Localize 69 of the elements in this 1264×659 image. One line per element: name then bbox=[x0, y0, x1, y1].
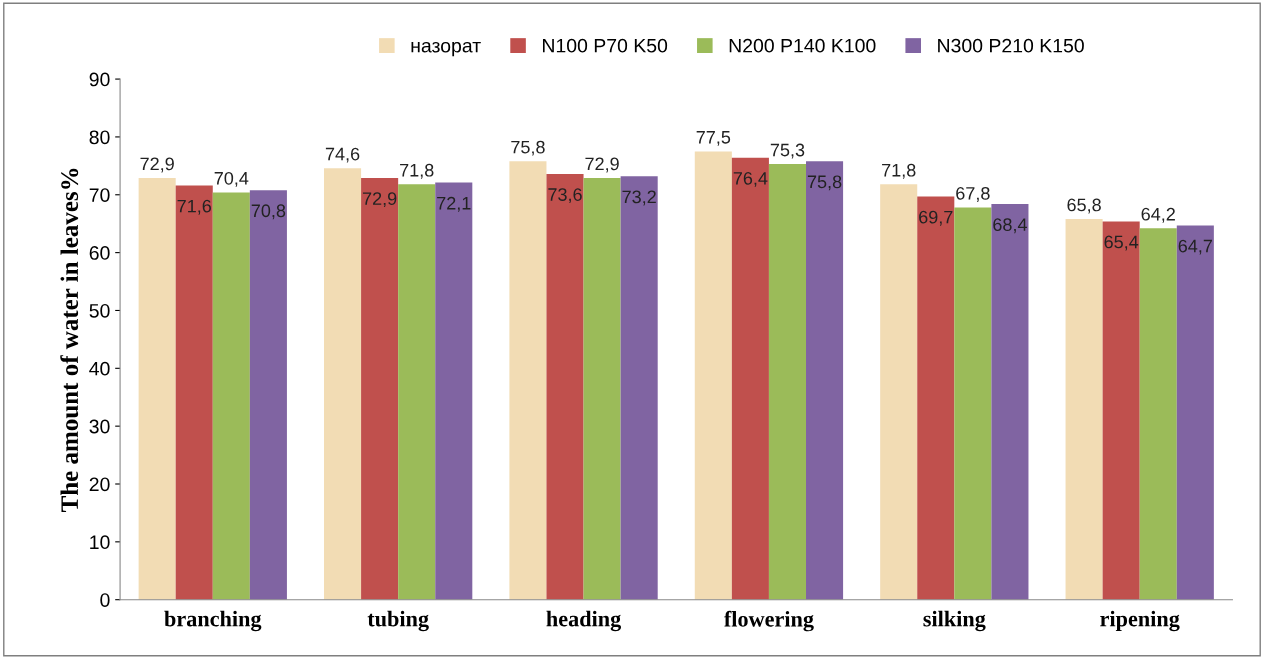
bar bbox=[954, 207, 992, 600]
x-tick-label: flowering bbox=[724, 610, 814, 632]
y-tick-label: 80 bbox=[89, 130, 110, 145]
data-label: 71,8 bbox=[882, 163, 916, 179]
y-tick-label: 30 bbox=[89, 419, 110, 434]
y-tick-label: 20 bbox=[89, 477, 110, 492]
data-label: 64,7 bbox=[1178, 239, 1212, 255]
bar bbox=[694, 151, 732, 600]
y-tick-label: 70 bbox=[89, 188, 110, 203]
data-label: 65,4 bbox=[1104, 235, 1139, 251]
bar bbox=[138, 178, 176, 600]
data-label: 70,4 bbox=[214, 171, 249, 187]
bar bbox=[917, 196, 955, 600]
data-label: 73,6 bbox=[548, 188, 582, 204]
y-tick-label: 60 bbox=[89, 246, 110, 260]
bar bbox=[249, 190, 287, 600]
data-label: 75,8 bbox=[511, 140, 545, 156]
legend-label: N300 P210 K150 bbox=[938, 38, 1084, 53]
data-label: 71,8 bbox=[400, 163, 434, 179]
y-tick-label: 10 bbox=[90, 535, 110, 550]
y-tick-label: 40 bbox=[89, 361, 110, 376]
bar bbox=[768, 164, 807, 600]
x-tick-label: branching bbox=[164, 610, 262, 632]
data-label: 67,8 bbox=[956, 186, 990, 202]
data-label: 72,9 bbox=[362, 192, 397, 208]
bar bbox=[1139, 228, 1177, 600]
bar bbox=[361, 178, 399, 600]
bar bbox=[1065, 219, 1103, 600]
data-label: 70,8 bbox=[251, 204, 286, 220]
y-tick-label: 0 bbox=[100, 593, 110, 607]
data-label: 71,6 bbox=[177, 199, 212, 215]
data-label: 73,2 bbox=[622, 190, 656, 206]
bar bbox=[435, 182, 473, 600]
data-label: 72,9 bbox=[585, 157, 619, 173]
data-label: 72,1 bbox=[437, 196, 471, 212]
data-label: 76,4 bbox=[733, 171, 768, 187]
bar bbox=[806, 161, 844, 600]
data-label: 65,8 bbox=[1067, 198, 1101, 214]
y-tick-label: 90 bbox=[89, 72, 110, 87]
bar bbox=[731, 157, 769, 600]
x-tick-label: heading bbox=[546, 610, 621, 632]
bar bbox=[1176, 225, 1214, 600]
bar bbox=[175, 185, 213, 600]
bar bbox=[620, 176, 658, 600]
data-label: 74,6 bbox=[325, 147, 360, 163]
data-label: 75,3 bbox=[770, 143, 805, 159]
data-label: 72,9 bbox=[140, 157, 174, 173]
bar bbox=[546, 173, 584, 600]
x-tick-label: ripening bbox=[1100, 610, 1180, 632]
bar bbox=[583, 178, 621, 600]
legend-label: назорат bbox=[411, 41, 481, 57]
data-label: 64,2 bbox=[1141, 207, 1175, 223]
data-label: 77,5 bbox=[696, 131, 731, 146]
bar bbox=[324, 168, 362, 600]
bar bbox=[991, 204, 1029, 600]
bar bbox=[398, 184, 436, 600]
data-label: 75,8 bbox=[807, 175, 842, 191]
x-tick-label: tubing bbox=[367, 610, 429, 632]
data-label: 68,4 bbox=[993, 218, 1027, 234]
bar bbox=[1102, 221, 1140, 600]
bar bbox=[880, 184, 918, 600]
legend-label: N100 P70 K50 bbox=[542, 38, 668, 53]
bar bbox=[212, 192, 250, 600]
x-tick-label: silking bbox=[923, 610, 986, 632]
legend-label: N200 P140 K100 bbox=[729, 38, 876, 53]
data-label: 69,7 bbox=[919, 210, 953, 226]
bar bbox=[509, 161, 547, 600]
y-tick-label: 50 bbox=[89, 303, 110, 318]
y-axis-title: The amount of water in leaves% bbox=[60, 168, 79, 513]
